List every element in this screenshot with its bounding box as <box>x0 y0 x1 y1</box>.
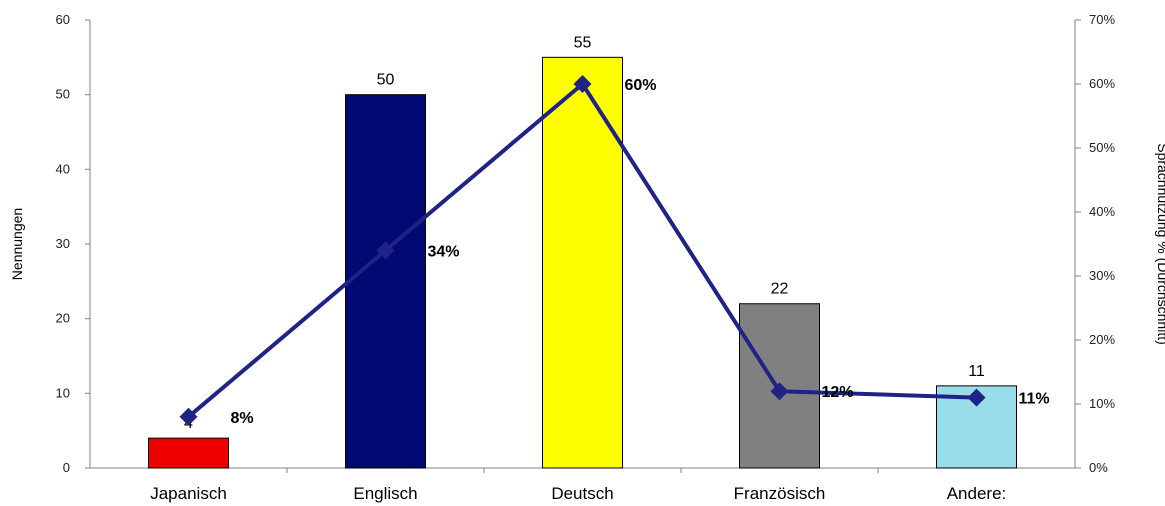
line-point-label: 34% <box>428 243 460 260</box>
bar-value-label: 11 <box>968 363 985 380</box>
line-point-marker <box>770 382 789 401</box>
right-axis-ticks: 0% 10% 20% 30% 40% 50% 60% 70% <box>1075 12 1115 475</box>
y-tick-label: 0 <box>63 460 70 475</box>
y2-tick-label: 20% <box>1089 332 1115 347</box>
line-point-label: 11% <box>1019 391 1050 408</box>
category-label: Japanisch <box>150 484 227 503</box>
y2-tick-label: 60% <box>1089 76 1115 91</box>
y2-tick-label: 30% <box>1089 268 1115 283</box>
bar-value-label: 50 <box>377 72 395 89</box>
bar-japanisch <box>148 437 229 469</box>
category-label: Deutsch <box>551 484 613 503</box>
y-tick-label: 50 <box>56 87 70 102</box>
bar-deutsch <box>542 56 623 469</box>
category-label: Andere: <box>947 484 1007 503</box>
category-label: Englisch <box>353 484 417 503</box>
y-tick-label: 60 <box>56 12 70 27</box>
y2-tick-label: 50% <box>1089 140 1115 155</box>
y-axis-title: Nennungen <box>9 208 25 280</box>
y2-tick-label: 10% <box>1089 396 1115 411</box>
category-labels: Japanisch Englisch Deutsch Französisch Ander… <box>150 484 1006 503</box>
bar-englisch <box>345 94 426 469</box>
line-point-marker <box>179 407 198 426</box>
y-tick-label: 20 <box>56 311 70 326</box>
category-label: Französisch <box>734 484 826 503</box>
line-point-label: 12% <box>822 384 854 401</box>
y2-tick-label: 40% <box>1089 204 1115 219</box>
bars <box>148 56 1017 469</box>
y2-axis-title: Sprachnutzung % (Durchschnitt) <box>1155 143 1165 345</box>
left-axis-ticks: 0 10 20 30 40 50 60 <box>56 12 90 475</box>
line-point-marker <box>376 241 395 260</box>
bar-value-label: 55 <box>574 34 592 51</box>
y-tick-label: 10 <box>56 385 70 400</box>
y-tick-label: 30 <box>56 236 70 251</box>
line-series: 8% 34% 60% 12% 11% <box>179 75 1050 427</box>
y-tick-label: 40 <box>56 161 70 176</box>
y2-tick-label: 0% <box>1089 460 1108 475</box>
line-point-marker <box>573 75 592 93</box>
x-axis-ticks <box>286 468 879 473</box>
line-point-label: 60% <box>625 77 657 94</box>
line-point-label: 8% <box>231 410 254 427</box>
line-point-marker <box>967 388 986 407</box>
y2-tick-label: 70% <box>1089 12 1115 27</box>
bar-value-label: 22 <box>771 281 789 298</box>
